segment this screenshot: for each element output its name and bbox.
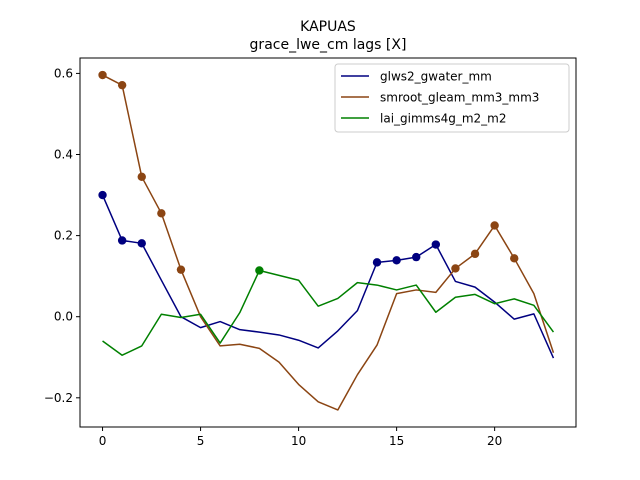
x-tick-label: 20 <box>487 434 502 448</box>
x-axis: 0 5 10 15 20 <box>99 427 502 448</box>
series-1-point <box>157 209 166 218</box>
y-tick-label: 0.0 <box>54 310 73 324</box>
x-tick-label: 10 <box>291 434 306 448</box>
legend-box <box>334 63 570 133</box>
y-tick-label: 0.4 <box>54 148 73 162</box>
x-tick-label: 15 <box>389 434 404 448</box>
legend: glws2_gwater_mm smroot_gleam_mm3_mm3 lai_g… <box>334 63 570 133</box>
series-0-point <box>392 256 401 265</box>
chart-title: KAPUAS <box>300 19 356 35</box>
y-tick-label: −0.2 <box>44 391 73 405</box>
series-1-point <box>98 70 107 80</box>
legend-label: lai_gimms4g_m2_m2 <box>380 112 507 126</box>
series-line-1 <box>102 74 555 411</box>
y-tick-label: 0.2 <box>54 229 73 243</box>
series-1-point <box>176 265 186 274</box>
series-1-point <box>137 172 146 182</box>
legend-label: glws2_gwater_mm <box>380 70 492 84</box>
legend-label: smroot_gleam_mm3_mm3 <box>380 91 539 105</box>
x-tick-label: 0 <box>99 434 107 448</box>
series-line-2 <box>102 269 555 356</box>
series-2-point <box>255 266 264 275</box>
series-line-0 <box>101 194 555 359</box>
series-0-point <box>372 258 382 267</box>
series-1-point <box>510 254 519 263</box>
series-0-point <box>137 239 146 248</box>
series-1-point <box>117 80 127 90</box>
y-tick-label: 0.6 <box>54 66 73 80</box>
series-1-point <box>470 249 480 259</box>
series-0-point <box>98 190 107 200</box>
plot-area <box>98 70 555 411</box>
series-0-point <box>117 236 127 245</box>
series-0-point <box>431 240 441 249</box>
series-1-point <box>451 264 460 273</box>
y-axis: −0.2 0.0 0.2 0.4 0.6 <box>44 66 80 405</box>
series-0-point <box>412 252 421 262</box>
chart-subtitle: grace_lwe_cm lags [X] <box>250 37 407 53</box>
plot-frame <box>79 57 577 428</box>
series-1-point <box>490 221 499 230</box>
x-tick-label: 5 <box>197 434 205 448</box>
